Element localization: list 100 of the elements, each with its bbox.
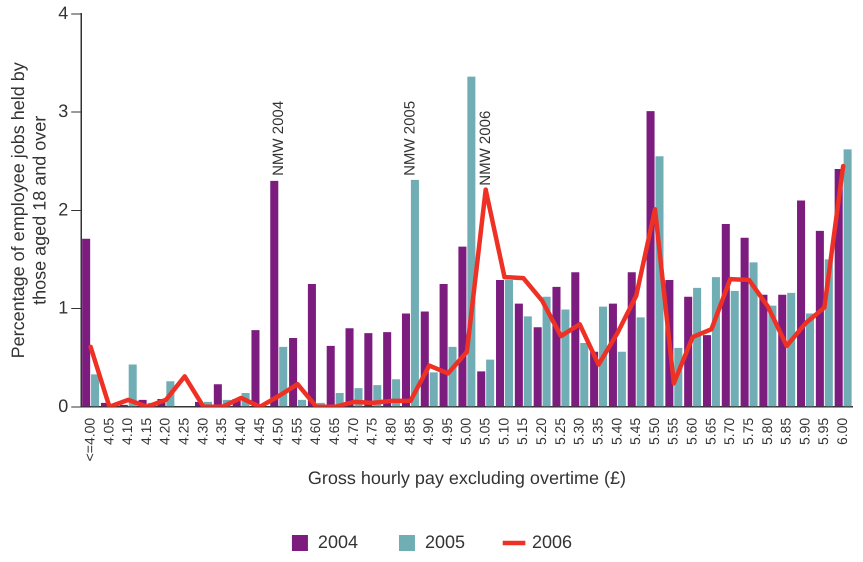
y-tick-label: 3 bbox=[58, 101, 68, 122]
bar bbox=[844, 149, 852, 406]
bar bbox=[279, 346, 288, 406]
bar bbox=[542, 296, 551, 406]
annotation: NMW 2006 bbox=[476, 110, 494, 186]
x-tick-label: 5.05 bbox=[476, 418, 493, 446]
bar bbox=[599, 306, 608, 406]
x-tick-label: 4.65 bbox=[326, 418, 342, 446]
x-tick-label: 5.10 bbox=[495, 418, 512, 446]
x-tick-label: 4.10 bbox=[119, 418, 136, 446]
bar bbox=[552, 286, 561, 406]
bar bbox=[289, 338, 298, 406]
bar bbox=[730, 290, 739, 406]
bar bbox=[759, 294, 768, 406]
bar bbox=[82, 238, 90, 406]
y-tick-label: 4 bbox=[58, 2, 68, 23]
x-tick-label: 4.70 bbox=[344, 418, 361, 446]
bar bbox=[458, 246, 466, 406]
x-tick-label: 5.00 bbox=[458, 418, 474, 446]
bar bbox=[608, 304, 617, 406]
x-tick-label: 5.95 bbox=[815, 418, 832, 446]
bar bbox=[580, 342, 588, 406]
bar bbox=[251, 330, 260, 406]
x-tick-label: 5.25 bbox=[552, 418, 568, 446]
y-tick-label: 1 bbox=[58, 298, 68, 318]
legend-label: 2006 bbox=[532, 532, 572, 552]
bar bbox=[420, 312, 429, 406]
x-tick-label: 4.20 bbox=[156, 418, 173, 446]
bar bbox=[440, 284, 448, 406]
x-tick-label: 4.90 bbox=[420, 418, 436, 446]
bar bbox=[496, 280, 504, 406]
bar bbox=[693, 288, 702, 406]
x-axis-title: Gross hourly pay excluding overtime (£) bbox=[308, 468, 626, 488]
x-tick-label: 5.30 bbox=[570, 418, 587, 446]
bar bbox=[430, 372, 438, 406]
annotation: NMW 2004 bbox=[270, 100, 287, 176]
x-tick-label: 5.70 bbox=[721, 418, 738, 446]
x-tick-label: 4.40 bbox=[232, 418, 248, 446]
x-tick-label: 4.85 bbox=[401, 418, 418, 446]
annotation: NMW 2005 bbox=[402, 100, 419, 176]
x-tick-label: 4.30 bbox=[194, 418, 210, 446]
x-tick-label: 4.50 bbox=[270, 418, 286, 446]
bar bbox=[364, 333, 372, 406]
bar bbox=[270, 180, 278, 406]
x-tick-label: 5.45 bbox=[627, 418, 644, 446]
y-tick-label: 2 bbox=[58, 199, 68, 220]
bar bbox=[214, 384, 222, 406]
bar bbox=[326, 346, 335, 406]
y-tick-label: 0 bbox=[58, 396, 68, 416]
x-tick-label: 4.45 bbox=[250, 418, 267, 446]
bar bbox=[787, 292, 796, 406]
bar bbox=[504, 280, 513, 406]
bar bbox=[91, 374, 100, 406]
bar bbox=[618, 352, 626, 406]
x-tick-label: 5.50 bbox=[646, 418, 662, 446]
bar bbox=[486, 360, 494, 406]
bar bbox=[298, 400, 306, 406]
x-tick-label: 5.85 bbox=[778, 418, 794, 446]
x-tick-label: 5.35 bbox=[589, 418, 606, 446]
x-tick-label: 5.75 bbox=[740, 418, 756, 446]
bar bbox=[561, 310, 570, 406]
bar bbox=[806, 313, 814, 406]
x-tick-label: 4.05 bbox=[100, 418, 116, 446]
x-tick-label: 4.95 bbox=[438, 418, 455, 446]
x-tick-label: 5.55 bbox=[664, 418, 681, 446]
x-tick-label: 4.80 bbox=[382, 418, 398, 446]
bar bbox=[477, 371, 486, 406]
bar bbox=[628, 272, 636, 406]
bar bbox=[778, 294, 786, 406]
x-tick-label: 4.55 bbox=[288, 418, 304, 446]
x-tick-label: 5.80 bbox=[758, 418, 775, 446]
x-tick-label: 4.60 bbox=[307, 418, 324, 446]
bar bbox=[636, 317, 645, 406]
x-tick-label: 4.15 bbox=[138, 418, 154, 446]
bar bbox=[740, 238, 749, 406]
bar bbox=[410, 180, 419, 406]
x-tick-label: 5.60 bbox=[684, 418, 700, 446]
x-tick-label: 6.00 bbox=[834, 418, 850, 446]
x-tick-label: 5.90 bbox=[796, 418, 812, 446]
y-axis-title: Percentage of employee jobs held by those aged 18 and over bbox=[8, 62, 50, 358]
bar bbox=[571, 272, 580, 406]
bar bbox=[514, 304, 523, 406]
bar bbox=[346, 328, 354, 406]
x-tick-label: 5.20 bbox=[532, 418, 549, 446]
bar bbox=[534, 327, 542, 406]
x-tick-label: <=4.00 bbox=[81, 418, 98, 462]
bar bbox=[524, 316, 532, 406]
bar bbox=[816, 230, 824, 406]
bar bbox=[646, 111, 655, 406]
bar bbox=[750, 262, 758, 406]
bar bbox=[797, 200, 806, 406]
x-tick-label: 5.65 bbox=[702, 418, 718, 446]
bar bbox=[383, 332, 392, 406]
bar bbox=[702, 335, 712, 406]
bar bbox=[722, 224, 730, 406]
x-tick-label: 5.15 bbox=[514, 418, 530, 446]
legend-label: 2004 bbox=[318, 532, 358, 552]
x-tick-label: 4.35 bbox=[213, 418, 230, 446]
bar bbox=[308, 284, 316, 406]
legend-label: 2005 bbox=[424, 532, 466, 552]
